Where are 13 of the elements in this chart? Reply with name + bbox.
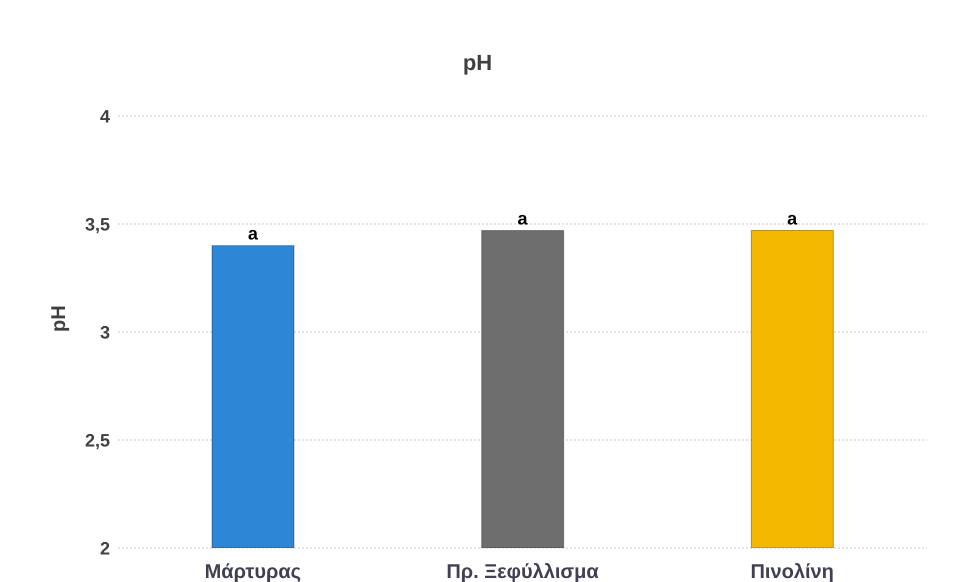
y-tick-label: 3,5	[84, 214, 110, 234]
y-tick-label: 2,5	[84, 430, 110, 450]
x-tick-label: Πινολίνη	[750, 561, 834, 582]
x-tick-label: Πρ. Ξεφύλλισμα	[446, 561, 600, 582]
annotation: a	[248, 224, 259, 244]
chart-title: pH	[462, 49, 494, 77]
annotation: a	[787, 208, 798, 228]
annotation: a	[517, 208, 528, 228]
y-tick-label: 4	[100, 106, 110, 126]
y-axis-title: pH	[48, 305, 70, 332]
y-tick-label: 2	[100, 538, 110, 558]
x-tick-label: Μάρτυρας	[204, 561, 302, 582]
y-tick-label: 3	[100, 322, 110, 342]
